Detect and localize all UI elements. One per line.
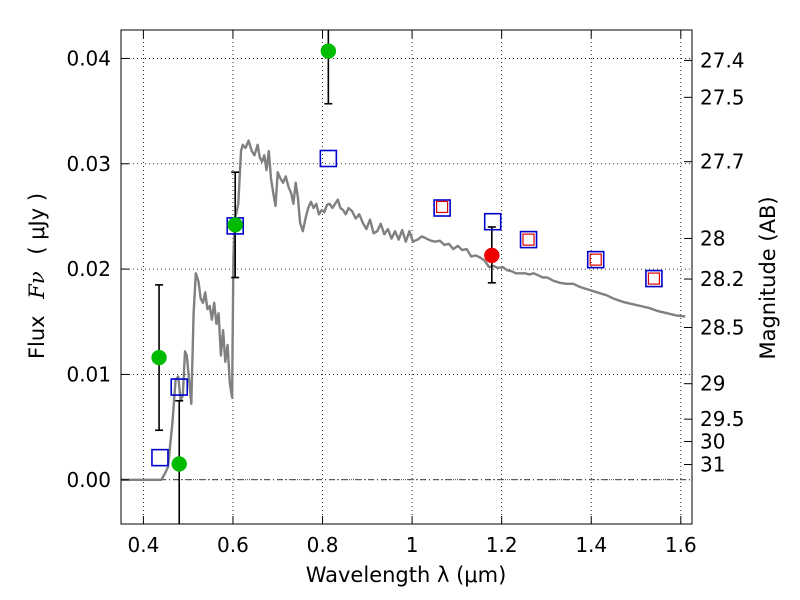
blue-square-marker: [645, 269, 663, 288]
y-tick-label: 0.02: [66, 257, 111, 281]
mag-tick-label: 27.5: [700, 85, 745, 109]
y-axis-title-unit: ( μJy ): [25, 193, 49, 255]
mag-tick-label: 27.7: [700, 150, 745, 174]
y-axis-title-text: Flux: [25, 315, 49, 359]
y-tick-label: 0.03: [66, 152, 111, 176]
x-tick-label: 0.8: [307, 533, 339, 557]
red-square-marker: [589, 253, 602, 266]
mag-tick-label: 30: [700, 430, 725, 454]
circle-marker: [320, 43, 337, 59]
blue-square-marker: [170, 378, 189, 396]
blue-square-marker: [519, 230, 538, 249]
blue-square-marker: [586, 250, 605, 269]
x-tick-label: 1.4: [575, 533, 607, 557]
mag-tick-label: 31: [700, 453, 725, 477]
y-axis-title-symbol: Fν: [25, 271, 49, 300]
blue-square-marker: [151, 448, 169, 467]
y-tick-label: 0.01: [66, 362, 111, 386]
blue-square-marker: [433, 199, 451, 217]
blue-square-marker: [319, 149, 338, 168]
circle-marker: [227, 217, 243, 233]
x-tick-label: 0.6: [217, 533, 249, 557]
tick-marks: [121, 30, 692, 524]
mag-tick-label: 28.2: [700, 267, 745, 291]
circle-marker: [151, 349, 167, 366]
circle-marker: [484, 247, 500, 264]
model-sed-curve: [121, 139, 686, 481]
tick-labels: 0.4 0.6 0.8 1 1.2 1.4 1.6 0.00 0.01 0.02 0.03 0.04 2…: [66, 46, 744, 557]
mag-tick-label: 28.5: [700, 316, 745, 340]
plot-frame: [120, 29, 693, 525]
red-square-marker: [436, 200, 449, 214]
y2-axis-title: Magnitude (AB): [756, 196, 780, 359]
red-square-marker: [522, 233, 535, 246]
y-axis-title: Flux Fν ( μJy ): [25, 193, 49, 359]
x-tick-label: 1: [406, 533, 419, 557]
blue-square-marker: [483, 212, 502, 231]
x-tick-label: 1.2: [486, 533, 518, 557]
x-tick-label: 1.6: [665, 533, 697, 557]
mag-tick-label: 28: [700, 226, 725, 250]
mag-tick-label: 29.5: [700, 407, 745, 431]
x-axis-title: Wavelength λ (μm): [306, 563, 507, 587]
y-tick-label: 0.00: [66, 468, 111, 492]
marker-layer: [151, 43, 663, 472]
y-tick-label: 0.04: [66, 46, 111, 70]
error-bar-layer: [155, 30, 496, 524]
red-square-marker: [647, 272, 661, 285]
grid-lines: [121, 30, 692, 524]
mag-tick-label: 29: [700, 372, 725, 396]
model-spectrum-layer: [121, 139, 686, 481]
circle-marker: [171, 456, 187, 472]
mag-tick-label: 27.4: [700, 48, 745, 72]
svg-text:Flux Fν ( μJy ): Flux Fν ( μJy ): [25, 193, 49, 359]
x-tick-label: 0.4: [127, 533, 159, 557]
